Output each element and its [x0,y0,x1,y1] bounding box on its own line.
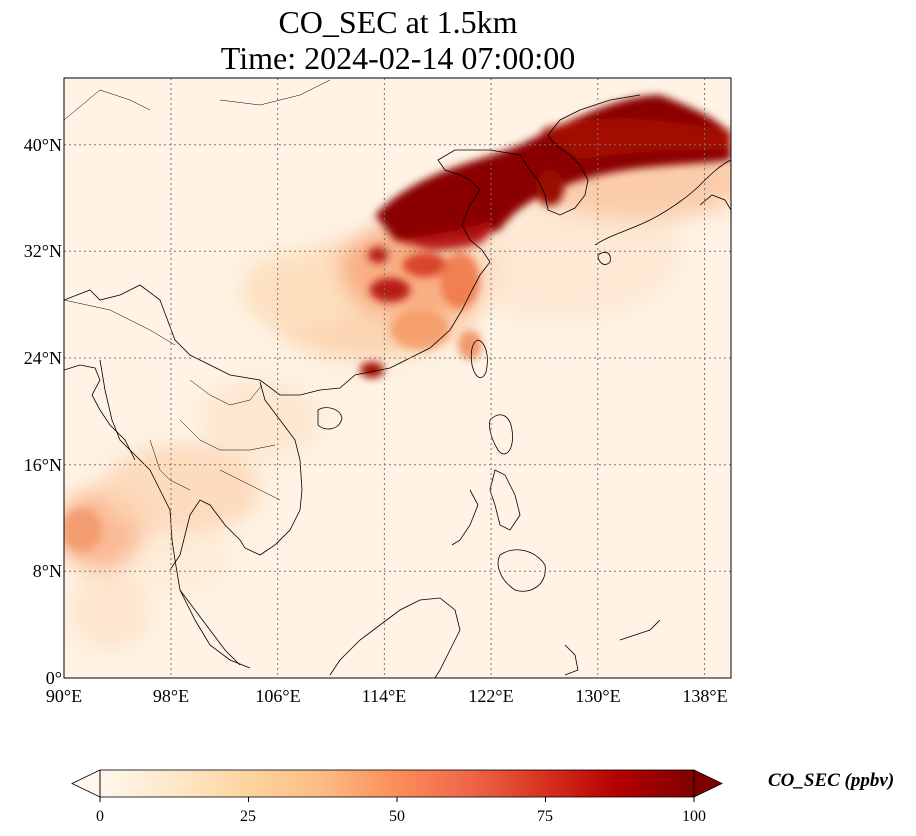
lat-tick-label: 40°N [23,135,62,155]
lat-tick-label: 32°N [23,241,62,261]
colorbar-max-extend [693,769,723,798]
lon-tick-label: 122°E [468,686,514,706]
colorbar-tick-label: 100 [682,808,706,825]
lon-tick-label: 90°E [45,686,83,706]
lat-tick-label: 0° [45,668,62,688]
map-title-line-1: CO_SEC at 1.5km [278,4,518,40]
colorbar [71,769,723,802]
colorbar-label: CO_SEC (ppbv) [768,770,895,791]
lon-tick-label: 98°E [152,686,190,706]
lat-tick-label: 16°N [23,455,62,475]
colorbar-min-extend [71,769,101,798]
lon-tick-label: 138°E [682,686,728,706]
lon-tick-label: 114°E [361,686,407,706]
map-frame [63,77,732,679]
map-title-line-2: Time: 2024-02-14 07:00:00 [220,40,576,76]
colorbar-tick-label: 75 [537,808,553,825]
colorbar-tick-label: 25 [240,808,256,825]
colorbar-tick-label: 50 [389,808,405,825]
concentration-field [64,78,731,678]
colorbar-gradient [100,770,694,797]
country-borders [64,79,331,501]
colorbar-tick-label: 0 [96,808,104,825]
lat-tick-label: 8°N [32,561,62,581]
lon-tick-label: 130°E [575,686,621,706]
lat-tick-label: 24°N [23,348,62,368]
gridlines [64,78,731,678]
lon-tick-label: 106°E [255,686,301,706]
